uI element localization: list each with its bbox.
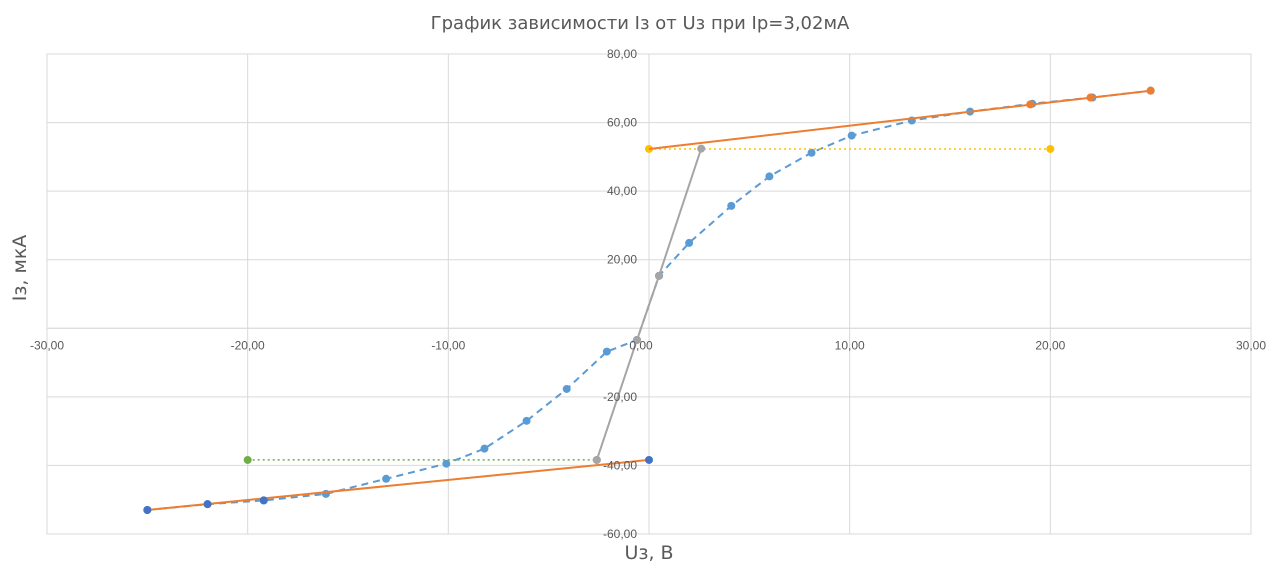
data-point: [522, 416, 531, 425]
series-line: [147, 458, 650, 511]
data-point: [382, 474, 391, 483]
y-tick-label: 80,00: [607, 47, 637, 61]
y-tick-labels: -60,00 -40,00 -20,00 20,00 40,00 60,00 80,00: [603, 47, 637, 541]
y-axis-title: Iз, мкА: [9, 235, 31, 302]
data-point: [685, 238, 694, 247]
data-point: [1146, 86, 1155, 95]
data-point: [765, 172, 774, 181]
data-point: [259, 496, 268, 505]
data-point: [632, 335, 641, 344]
x-tick-label: -30,00: [30, 338, 64, 352]
data-point: [807, 148, 816, 157]
data-point: [1086, 93, 1095, 102]
series-6: [143, 455, 653, 514]
series-2: [147, 458, 650, 511]
data-point: [480, 444, 489, 453]
series-line: [648, 89, 1151, 150]
y-tick-label: -60,00: [603, 527, 637, 541]
data-point: [1026, 100, 1035, 109]
data-point: [655, 271, 664, 280]
data-point: [592, 455, 601, 464]
data-point: [143, 506, 152, 514]
data-point: [697, 144, 706, 153]
y-tick-label: -20,00: [603, 390, 637, 404]
data-point: [645, 455, 653, 464]
x-tick-label: 30,00: [1236, 338, 1266, 352]
data-point: [562, 384, 571, 393]
x-tick-label: -10,00: [431, 338, 465, 352]
data-point: [203, 500, 212, 509]
data-point: [243, 455, 252, 464]
data-point: [1046, 144, 1055, 153]
x-tick-label: -20,00: [231, 338, 265, 352]
series-layer: [143, 86, 1155, 514]
x-tick-labels: -30,00 -20,00 -10,00 0,00 10,00 20,00 30,00: [30, 338, 1266, 352]
x-tick-label: 10,00: [835, 338, 865, 352]
y-tick-label: 60,00: [607, 116, 637, 130]
data-point: [727, 201, 736, 210]
y-tick-label: -40,00: [603, 458, 637, 472]
series-3: [592, 144, 706, 464]
y-tick-label: 40,00: [607, 184, 637, 198]
x-tick-label: 20,00: [1035, 338, 1065, 352]
chart-title: График зависимости Iз от Uз при Ip=3,02м…: [431, 13, 850, 34]
data-point: [442, 459, 451, 468]
x-axis-title: Uз, В: [624, 542, 673, 564]
axes: [47, 54, 1251, 534]
y-tick-label: 20,00: [607, 253, 637, 267]
data-point: [847, 131, 856, 140]
series-line: [595, 148, 703, 461]
x-tick-label: 0,00: [629, 338, 653, 352]
data-point: [602, 347, 611, 356]
series-1: [648, 86, 1155, 150]
